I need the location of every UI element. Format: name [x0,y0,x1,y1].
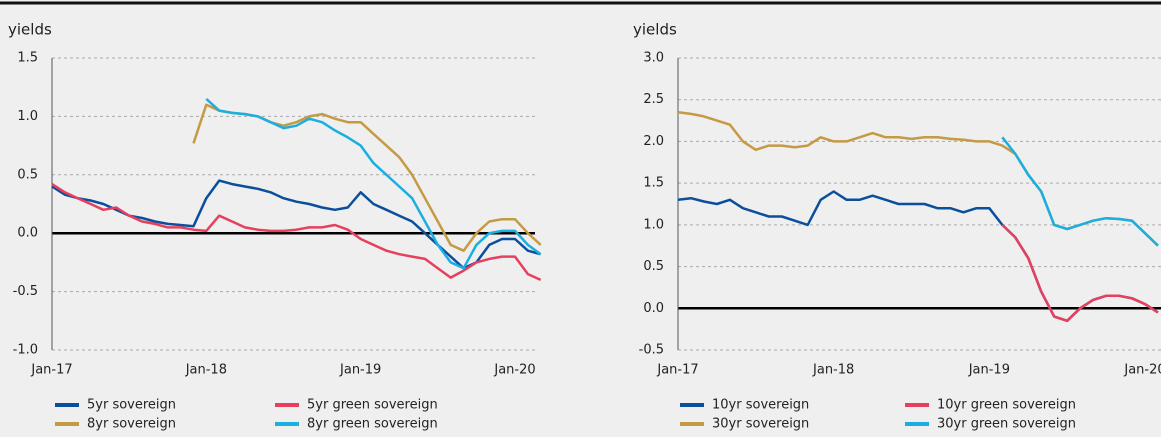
y-tick-label: 0.5 [17,167,38,182]
legend-label: 30yr green sovereign [937,417,1076,432]
chart-title: yields [633,21,677,39]
y-tick-label: 0.0 [17,226,38,241]
series-line [1001,223,1159,323]
series-line [192,103,542,252]
legend-label: 5yr sovereign [87,398,176,413]
x-tick-label: Jan-20 [493,363,535,378]
y-tick-label: 0.0 [643,301,664,316]
legend-label: 10yr green sovereign [937,398,1076,413]
y-tick-label: 3.0 [643,51,664,66]
chart-title: yields [8,21,52,39]
legend-label: 8yr sovereign [87,417,176,432]
series-line [205,97,542,270]
y-tick-label: -0.5 [13,284,38,299]
y-tick-label: 1.0 [17,109,38,124]
series-line [677,110,1159,247]
legend-label: 10yr sovereign [712,398,809,413]
x-tick-label: Jan-19 [339,363,381,378]
x-tick-label: Jan-18 [812,363,854,378]
y-tick-label: -1.0 [13,343,38,358]
x-tick-label: Jan-17 [30,363,72,378]
x-tick-label: Jan-20 [1123,363,1161,378]
legend-label: 5yr green sovereign [307,398,438,413]
y-tick-label: 1.5 [643,176,664,191]
series-line [1001,136,1159,247]
y-tick-label: 2.0 [643,134,664,149]
series-line [677,190,1159,323]
legend-label: 30yr sovereign [712,417,809,432]
x-tick-label: Jan-19 [968,363,1010,378]
y-tick-label: 1.0 [643,217,664,232]
y-tick-label: 2.5 [643,92,664,107]
y-tick-label: 0.5 [643,259,664,274]
legend-label: 8yr green sovereign [307,417,438,432]
y-tick-label: 1.5 [17,51,38,66]
series-line [51,179,542,270]
y-tick-label: -0.5 [639,343,664,358]
series-line [51,183,542,282]
x-tick-label: Jan-18 [185,363,227,378]
x-tick-label: Jan-17 [656,363,698,378]
